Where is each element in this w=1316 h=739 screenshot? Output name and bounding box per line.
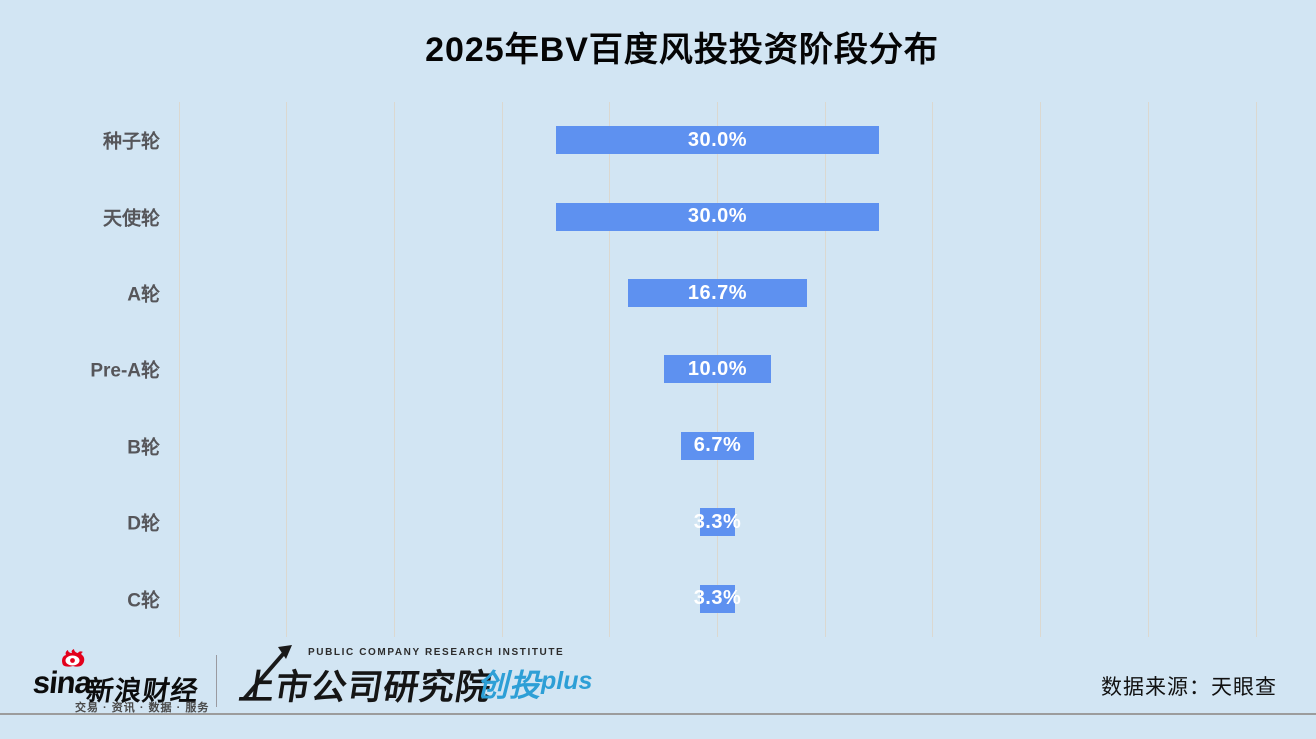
sina-brand-text: sina [31,665,93,700]
bar: 30.0% [555,202,880,231]
bar-value-label: 3.3% [693,510,742,533]
category-label: A轮 [127,284,160,306]
gridline [393,102,395,637]
category-label: C轮 [127,590,160,612]
gridline [178,102,180,637]
category-label: 种子轮 [102,131,160,153]
footer-divider-line [0,713,1316,715]
chart-row: Pre-A轮 10.0% [90,331,1256,407]
category-label: 天使轮 [102,208,160,230]
bar: 30.0% [555,126,880,155]
chart-row: A轮 16.7% [127,255,1256,331]
category-label: Pre-A轮 [90,360,160,382]
chuangtou-text: 创投 [477,668,541,703]
footer-logo-separator [216,655,217,707]
chart-row: 天使轮 30.0% [103,178,1256,254]
sina-finance-logo: sina 新浪财经 交易 · 资讯 · 数据 · 服务 [31,649,208,714]
chart-row: C轮 3.3% [127,561,1256,637]
category-label: B轮 [127,437,160,459]
gridline [1147,102,1149,637]
gridline [609,102,611,637]
chart-row: 种子轮 30.0% [103,102,1256,178]
research-institute-logo: PUBLIC COMPANY RESEARCH INSTITUTE 上市公司研究… [236,645,565,707]
bar-value-label: 16.7% [687,281,748,304]
sina-tagline-text: 交易 · 资讯 · 数据 · 服务 [75,702,210,714]
bar: 10.0% [663,355,772,384]
chart-row: D轮 3.3% [127,484,1256,560]
bar-value-label: 10.0% [687,357,748,380]
bar-value-label: 3.3% [693,587,742,610]
gridline [286,102,288,637]
arrow-icon [242,645,292,701]
gridline [932,102,934,637]
category-label: D轮 [127,513,160,535]
bar: 16.7% [627,279,808,308]
chart-area: 种子轮 30.0% 天使轮 30.0% A轮 16.7% Pre-A轮 10.0% B轮 6.7%… [90,102,1257,637]
chart-row: B轮 6.7% [127,408,1256,484]
chuangtou-plus-logo: 创投plus [477,660,592,705]
research-institute-en-text: PUBLIC COMPANY RESEARCH INSTITUTE [308,647,565,658]
gridline [1255,102,1257,637]
data-source-label: 数据来源：天眼查 [1101,676,1277,699]
bar: 3.3% [694,584,741,613]
bar: 6.7% [681,431,754,460]
sina-flame-icon [62,649,85,667]
bar-value-label: 6.7% [693,434,742,457]
bar-value-label: 30.0% [687,128,748,151]
bar: 3.3% [694,508,741,537]
gridline [501,102,503,637]
chart-title: 2025年BV百度风投投资阶段分布 [425,31,939,69]
bar-value-label: 30.0% [687,205,748,228]
plus-suffix-text: plus [541,667,593,695]
gridline [1040,102,1042,637]
gridline [824,102,826,637]
